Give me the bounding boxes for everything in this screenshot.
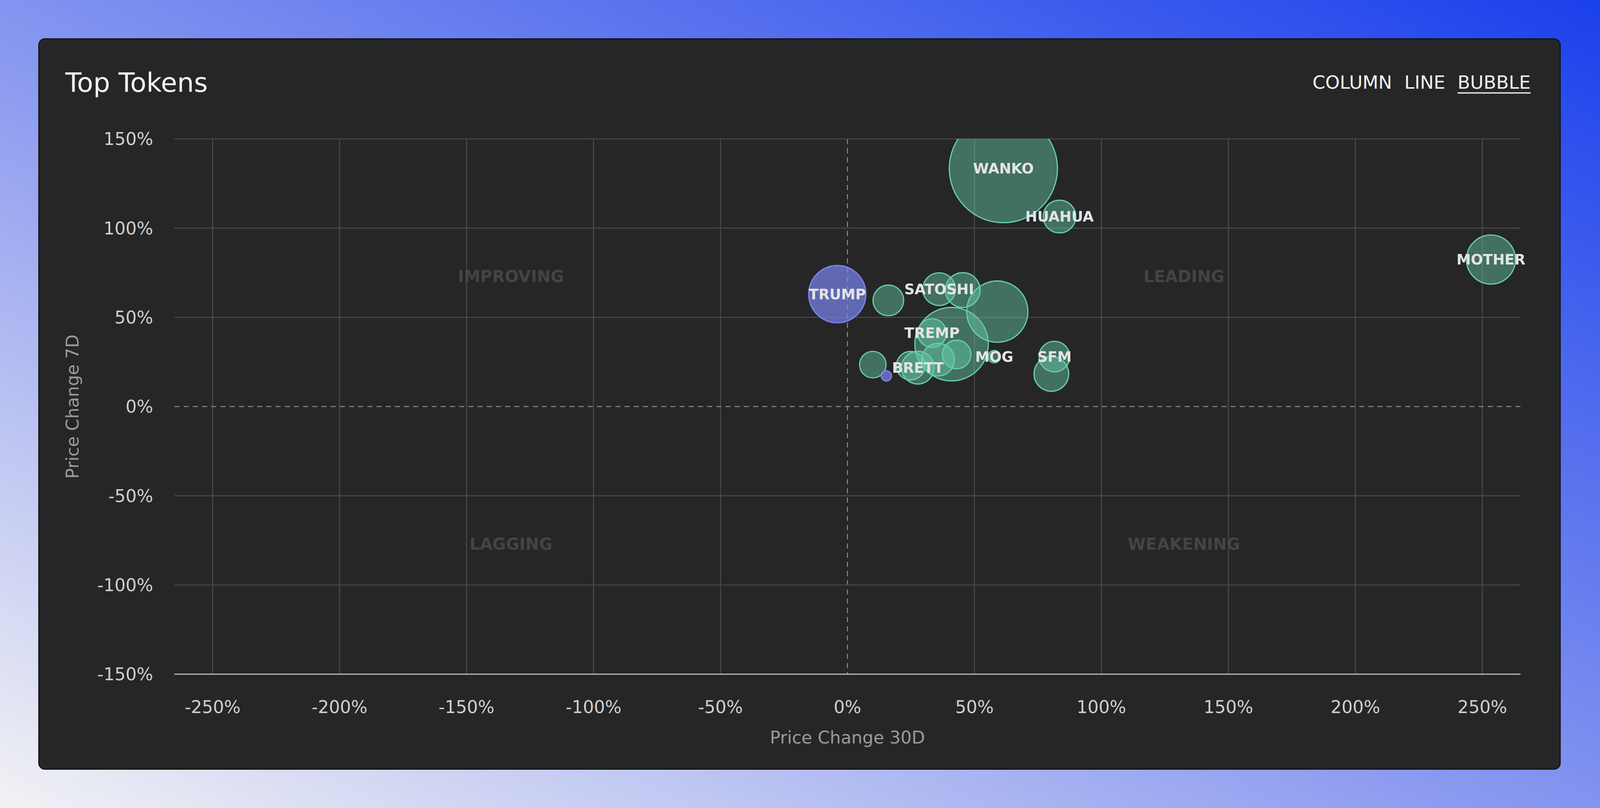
tick-label: -100% [565, 696, 622, 717]
quadrant-label: WEAKENING [1127, 534, 1241, 554]
quadrant-label: LAGGING [469, 534, 553, 554]
grid-line [174, 584, 1521, 586]
bubble-label: MOTHER [1456, 251, 1526, 268]
tick-label: -250% [184, 696, 241, 717]
chart-root: Top Tokens BUBBLE LINE COLUMN IMPROVING LEADI… [0, 0, 1600, 808]
grid-line [592, 139, 595, 675]
quadrant-label: IMPROVING [457, 266, 564, 286]
grid-line [174, 227, 1521, 229]
tick-label: 0% [125, 396, 153, 417]
tick-label: 50% [955, 696, 994, 717]
bubble-label: HUAHUA [1025, 208, 1095, 225]
tab[interactable]: LINE [1404, 71, 1446, 93]
tick-label: -100% [97, 575, 154, 595]
bubble [881, 370, 892, 381]
grid-line [466, 139, 468, 675]
grid-line [174, 138, 1521, 140]
grid-line [174, 405, 1521, 408]
tick-label: -200% [311, 696, 368, 717]
bubble-label: TREMP [904, 324, 960, 342]
bubbles [808, 139, 1516, 392]
x-axis-line [174, 673, 1521, 675]
tick-label: 0% [833, 696, 861, 717]
quadrant-label: LEADING [1143, 266, 1225, 286]
tick-label: 250% [1457, 696, 1508, 717]
grid-line [174, 673, 1521, 675]
tick-label: 50% [114, 307, 154, 328]
tick-label: -150% [438, 696, 495, 717]
x-axis-title: Price Change 30D [769, 727, 925, 748]
tick-label: 150% [103, 128, 154, 149]
tick-label: -150% [97, 664, 154, 684]
bubble [942, 340, 971, 369]
tick-label: 100% [1076, 696, 1127, 717]
tab[interactable]: BUBBLE [1457, 71, 1531, 93]
bubble-label: BRETT [892, 359, 944, 377]
bubble-label: TRUMP [808, 285, 866, 303]
grid-line [1100, 139, 1102, 675]
grid-line [1227, 139, 1229, 675]
tab[interactable]: COLUMN [1312, 71, 1393, 93]
bubble-label: MOG [975, 348, 1013, 366]
tick-label: 150% [1203, 696, 1254, 717]
bubble-label: SATOSHI [904, 280, 974, 298]
bubble-label: SFM [1037, 348, 1072, 366]
tab-underline [1457, 92, 1531, 94]
bubble [808, 265, 866, 323]
title: Top Tokens [64, 67, 208, 99]
tick-label: 200% [1330, 696, 1381, 717]
bubble-label: WANKO [973, 160, 1034, 177]
bubble [873, 285, 904, 316]
grid-line [174, 495, 1521, 497]
tick-label: 100% [103, 218, 154, 239]
tick-label: -50% [108, 485, 154, 506]
tick-label: -50% [698, 696, 743, 717]
background [0, 0, 1600, 808]
y-axis-title: Price Change 7D [62, 334, 83, 479]
card [38, 38, 1561, 769]
